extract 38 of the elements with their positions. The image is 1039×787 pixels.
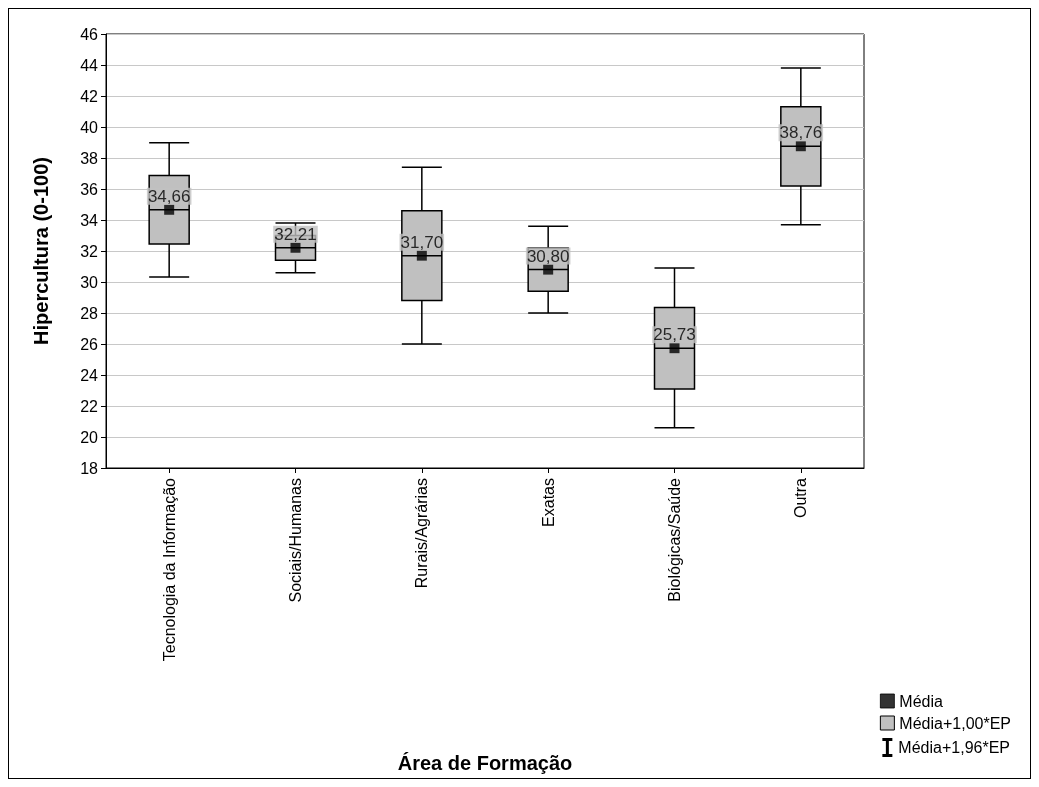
data-label: 25,73 bbox=[653, 325, 696, 345]
y-tick-label: 28 bbox=[80, 304, 99, 322]
y-tick-label: 38 bbox=[80, 149, 99, 167]
y-tick-label: 42 bbox=[80, 87, 99, 105]
y-tick-label: 18 bbox=[80, 459, 99, 477]
y-tick-label: 44 bbox=[80, 56, 99, 74]
x-tick-label: Tecnologia da Informação bbox=[160, 477, 178, 662]
y-tick-label: 20 bbox=[80, 428, 99, 446]
y-tick-label: 34 bbox=[80, 211, 99, 229]
legend-label: Média+1,00*EP bbox=[899, 714, 1012, 732]
point bbox=[543, 264, 554, 275]
y-tick-label: 22 bbox=[80, 397, 99, 415]
data-label: 34,66 bbox=[147, 186, 191, 206]
point bbox=[416, 250, 427, 261]
y-tick-label: 26 bbox=[80, 335, 99, 353]
point bbox=[795, 141, 806, 152]
x-axis-title: Área de Formação bbox=[397, 752, 573, 774]
data-label: 30,80 bbox=[526, 246, 570, 266]
data-label: 38,76 bbox=[779, 123, 823, 143]
x-tick-label: Sociais/Humanas bbox=[287, 478, 304, 603]
legend-label: Média bbox=[899, 692, 944, 710]
x-tick-label: Outra bbox=[792, 477, 810, 519]
x-tick-label: Rurais/Agrárias bbox=[413, 478, 431, 589]
x-tick-label: Biológicas/Saúde bbox=[666, 477, 683, 602]
y-tick-label: 32 bbox=[80, 242, 99, 260]
text: Média+1,96*EP bbox=[898, 739, 1011, 756]
y-tick-label: 30 bbox=[80, 273, 99, 291]
y-tick-label: 24 bbox=[80, 366, 99, 384]
data-label: 31,70 bbox=[400, 232, 444, 252]
data-label: 32,21 bbox=[274, 224, 317, 244]
point bbox=[669, 343, 680, 354]
y-tick-label: 36 bbox=[80, 180, 99, 198]
y-axis-title: Hipercultura (0-100) bbox=[30, 157, 52, 345]
y-tick-label: 40 bbox=[80, 118, 99, 136]
point bbox=[164, 204, 175, 215]
point bbox=[290, 242, 301, 253]
x-tick-label: Exatas bbox=[539, 478, 557, 527]
y-tick-label: 46 bbox=[80, 25, 99, 43]
